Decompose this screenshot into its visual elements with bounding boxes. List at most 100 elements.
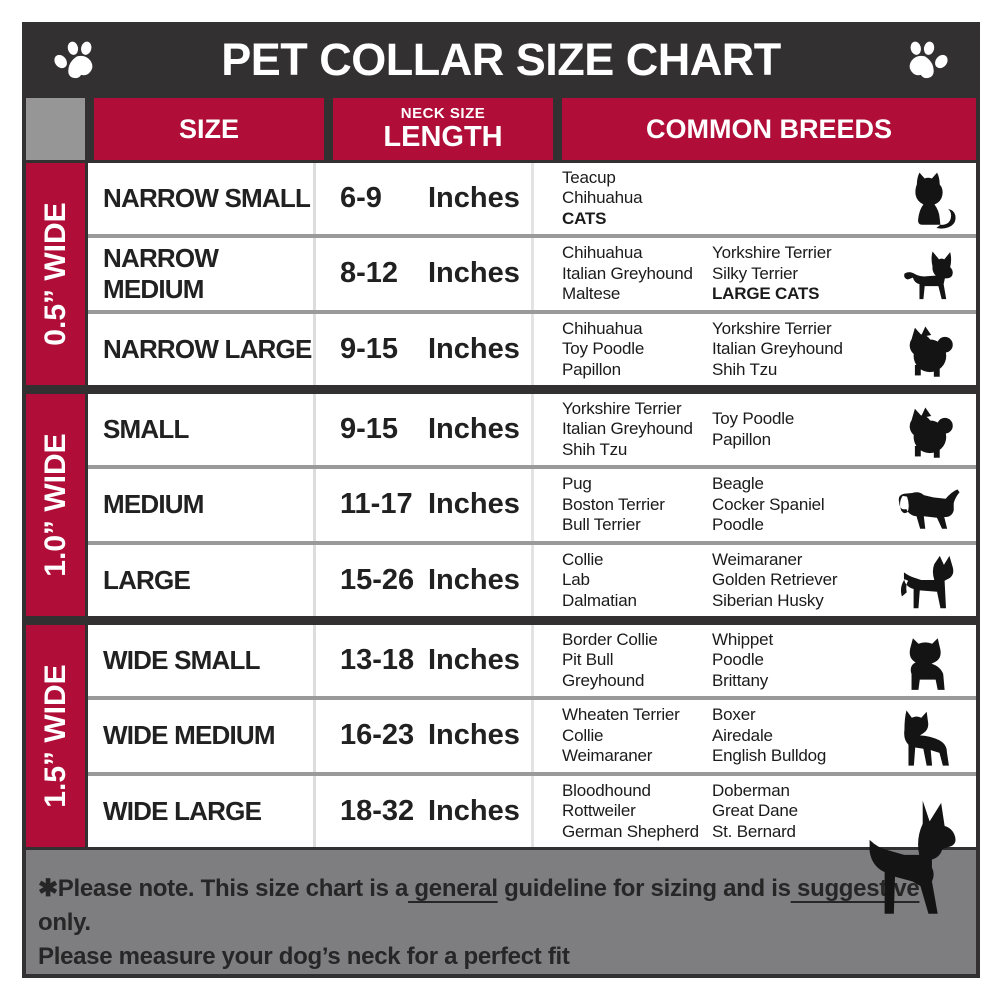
- footer-note-line1: ✱Please note. This size chart is a gener…: [38, 872, 958, 940]
- size-cell: NARROW MEDIUM: [88, 238, 316, 310]
- column-header-length: NECK SIZE LENGTH: [333, 98, 553, 160]
- pomeranian-icon: [884, 399, 968, 461]
- breed-name: Cocker Spaniel: [712, 494, 825, 514]
- breed-name: Doberman: [712, 780, 790, 800]
- breed-name: Golden Retriever: [712, 570, 838, 590]
- breed-name: English Bulldog: [712, 746, 827, 766]
- pomeranian-icon: [884, 318, 968, 380]
- breeds-column: Yorkshire Terrier Silky Terrier LARGE CATS: [712, 243, 976, 305]
- bulldog-icon: [884, 630, 968, 692]
- size-cell: WIDE LARGE: [88, 775, 316, 847]
- breed-name: Chihuahua: [562, 188, 643, 208]
- table-row: WIDE LARGE 18-32 Inches Bloodhound Rottweile…: [88, 775, 976, 847]
- size-group: 0.5” WIDE NARROW SMALL 6-9 Inches Teacup Chih…: [26, 163, 976, 385]
- size-cell: WIDE MEDIUM: [88, 700, 316, 772]
- neck-unit: Inches: [428, 794, 520, 827]
- neck-unit: Inches: [428, 563, 520, 596]
- footer-note-line2: Please measure your dog’s neck for a per…: [38, 943, 570, 970]
- breed-name: Collie: [562, 725, 604, 745]
- paw-icon: [900, 37, 952, 83]
- breeds-column: Weimaraner Golden Retriever Siberian Husky: [712, 550, 976, 612]
- shepherd-icon: [884, 549, 968, 611]
- width-band: 1.0” WIDE: [26, 394, 85, 616]
- neck-range: 8-12: [340, 257, 399, 290]
- size-cell: SMALL: [88, 394, 316, 466]
- breed-name: Lab: [562, 570, 590, 590]
- neck-range: 9-15: [340, 332, 399, 365]
- breeds-column: Wheaten Terrier Collie Weimaraner: [562, 705, 712, 767]
- length-label: LENGTH: [383, 120, 503, 153]
- breeds-column: Boxer Airedale English Bulldog: [712, 705, 976, 767]
- breeds-cell: Pug Boston Terrier Bull Terrier Beagle Cocke…: [534, 469, 976, 540]
- breeds-column: Doberman Great Dane St. Bernard: [712, 781, 976, 843]
- breeds-cell: Bloodhound Rottweiler German Shepherd Dober…: [534, 776, 976, 847]
- length-cell: 15-26 Inches: [316, 544, 534, 616]
- breeds-cell: Teacup Chihuahua CATS: [534, 163, 976, 234]
- breed-name: Siberian Husky: [712, 590, 824, 610]
- table-row: LARGE 15-26 Inches Collie Lab Dalmatian Weimar…: [88, 544, 976, 616]
- neck-unit: Inches: [428, 488, 520, 521]
- breed-name: Boston Terrier: [562, 494, 665, 514]
- neck-range: 18-32: [340, 794, 415, 827]
- breeds-column: Collie Lab Dalmatian: [562, 550, 712, 612]
- breed-name: St. Bernard: [712, 821, 796, 841]
- pitbull-icon: [884, 705, 968, 767]
- doberman-icon: [852, 796, 968, 916]
- breed-name: Italian Greyhound: [562, 263, 693, 283]
- breeds-column: Chihuahua Toy Poodle Papillon: [562, 319, 712, 381]
- length-cell: 9-15 Inches: [316, 394, 534, 466]
- width-band-label: 1.0” WIDE: [38, 433, 72, 577]
- table-row: NARROW SMALL 6-9 Inches Teacup Chihuahua CATS: [88, 163, 976, 235]
- column-header-breeds: COMMON BREEDS: [562, 98, 976, 160]
- breeds-cell: Chihuahua Italian Greyhound Maltese Yorkshi…: [534, 238, 976, 309]
- breed-name: Silky Terrier: [712, 263, 798, 283]
- length-cell: 9-15 Inches: [316, 313, 534, 385]
- neck-size-label: NECK SIZE: [400, 104, 486, 122]
- breed-name: Yorkshire Terrier: [712, 318, 832, 338]
- breeds-column: Border Collie Pit Bull Greyhound: [562, 630, 712, 692]
- length-cell: 16-23 Inches: [316, 700, 534, 772]
- cat-icon: [884, 168, 968, 230]
- breed-name: Weimaraner: [712, 549, 803, 569]
- breed-name: Collie: [562, 549, 604, 569]
- breed-name: Rottweiler: [562, 801, 636, 821]
- breed-name: Poodle: [712, 515, 764, 535]
- breeds-column: Teacup Chihuahua CATS: [562, 168, 712, 230]
- neck-unit: Inches: [428, 257, 520, 290]
- breed-name: Papillon: [712, 429, 771, 449]
- breed-name: Border Collie: [562, 629, 658, 649]
- breeds-cell: Chihuahua Toy Poodle Papillon Yorkshire Ter…: [534, 314, 976, 385]
- neck-unit: Inches: [428, 644, 520, 677]
- breed-name: Yorkshire Terrier: [562, 398, 682, 418]
- breed-name: LARGE CATS: [712, 284, 820, 304]
- breed-name: Great Dane: [712, 801, 798, 821]
- column-header-row: SIZE NECK SIZE LENGTH COMMON BREEDS: [22, 98, 980, 160]
- table-row: WIDE MEDIUM 16-23 Inches Wheaten Terrier Col…: [88, 700, 976, 772]
- beagle-icon: [884, 474, 968, 536]
- breed-name: Dalmatian: [562, 590, 637, 610]
- neck-unit: Inches: [428, 719, 520, 752]
- size-group: 1.0” WIDE SMALL 9-15 Inches Yorkshire Terrie…: [26, 394, 976, 616]
- breed-name: CATS: [562, 208, 607, 228]
- length-cell: 6-9 Inches: [316, 163, 534, 235]
- breed-name: Airedale: [712, 725, 773, 745]
- breed-name: Chihuahua: [562, 243, 643, 263]
- size-cell: NARROW SMALL: [88, 163, 316, 235]
- column-header-size: SIZE: [94, 98, 324, 160]
- title-band: PET COLLAR SIZE CHART: [22, 22, 980, 98]
- size-cell: LARGE: [88, 544, 316, 616]
- width-band-label: 0.5” WIDE: [38, 202, 72, 346]
- size-chart-poster: PET COLLAR SIZE CHART SIZE NECK SIZE LEN…: [22, 22, 980, 978]
- breed-name: German Shepherd: [562, 821, 699, 841]
- breeds-cell: Yorkshire Terrier Italian Greyhound Shih T…: [534, 394, 976, 465]
- neck-range: 15-26: [340, 563, 415, 596]
- width-band: 0.5” WIDE: [26, 163, 85, 385]
- breed-name: Shih Tzu: [562, 439, 628, 459]
- breed-name: Toy Poodle: [712, 409, 795, 429]
- breed-name: Bull Terrier: [562, 515, 641, 535]
- breed-name: Yorkshire Terrier: [712, 243, 832, 263]
- breeds-column: Whippet Poodle Brittany: [712, 630, 976, 692]
- table-groups: 0.5” WIDE NARROW SMALL 6-9 Inches Teacup Chih…: [22, 163, 980, 847]
- page-title: PET COLLAR SIZE CHART: [221, 34, 781, 85]
- breed-name: Whippet: [712, 629, 773, 649]
